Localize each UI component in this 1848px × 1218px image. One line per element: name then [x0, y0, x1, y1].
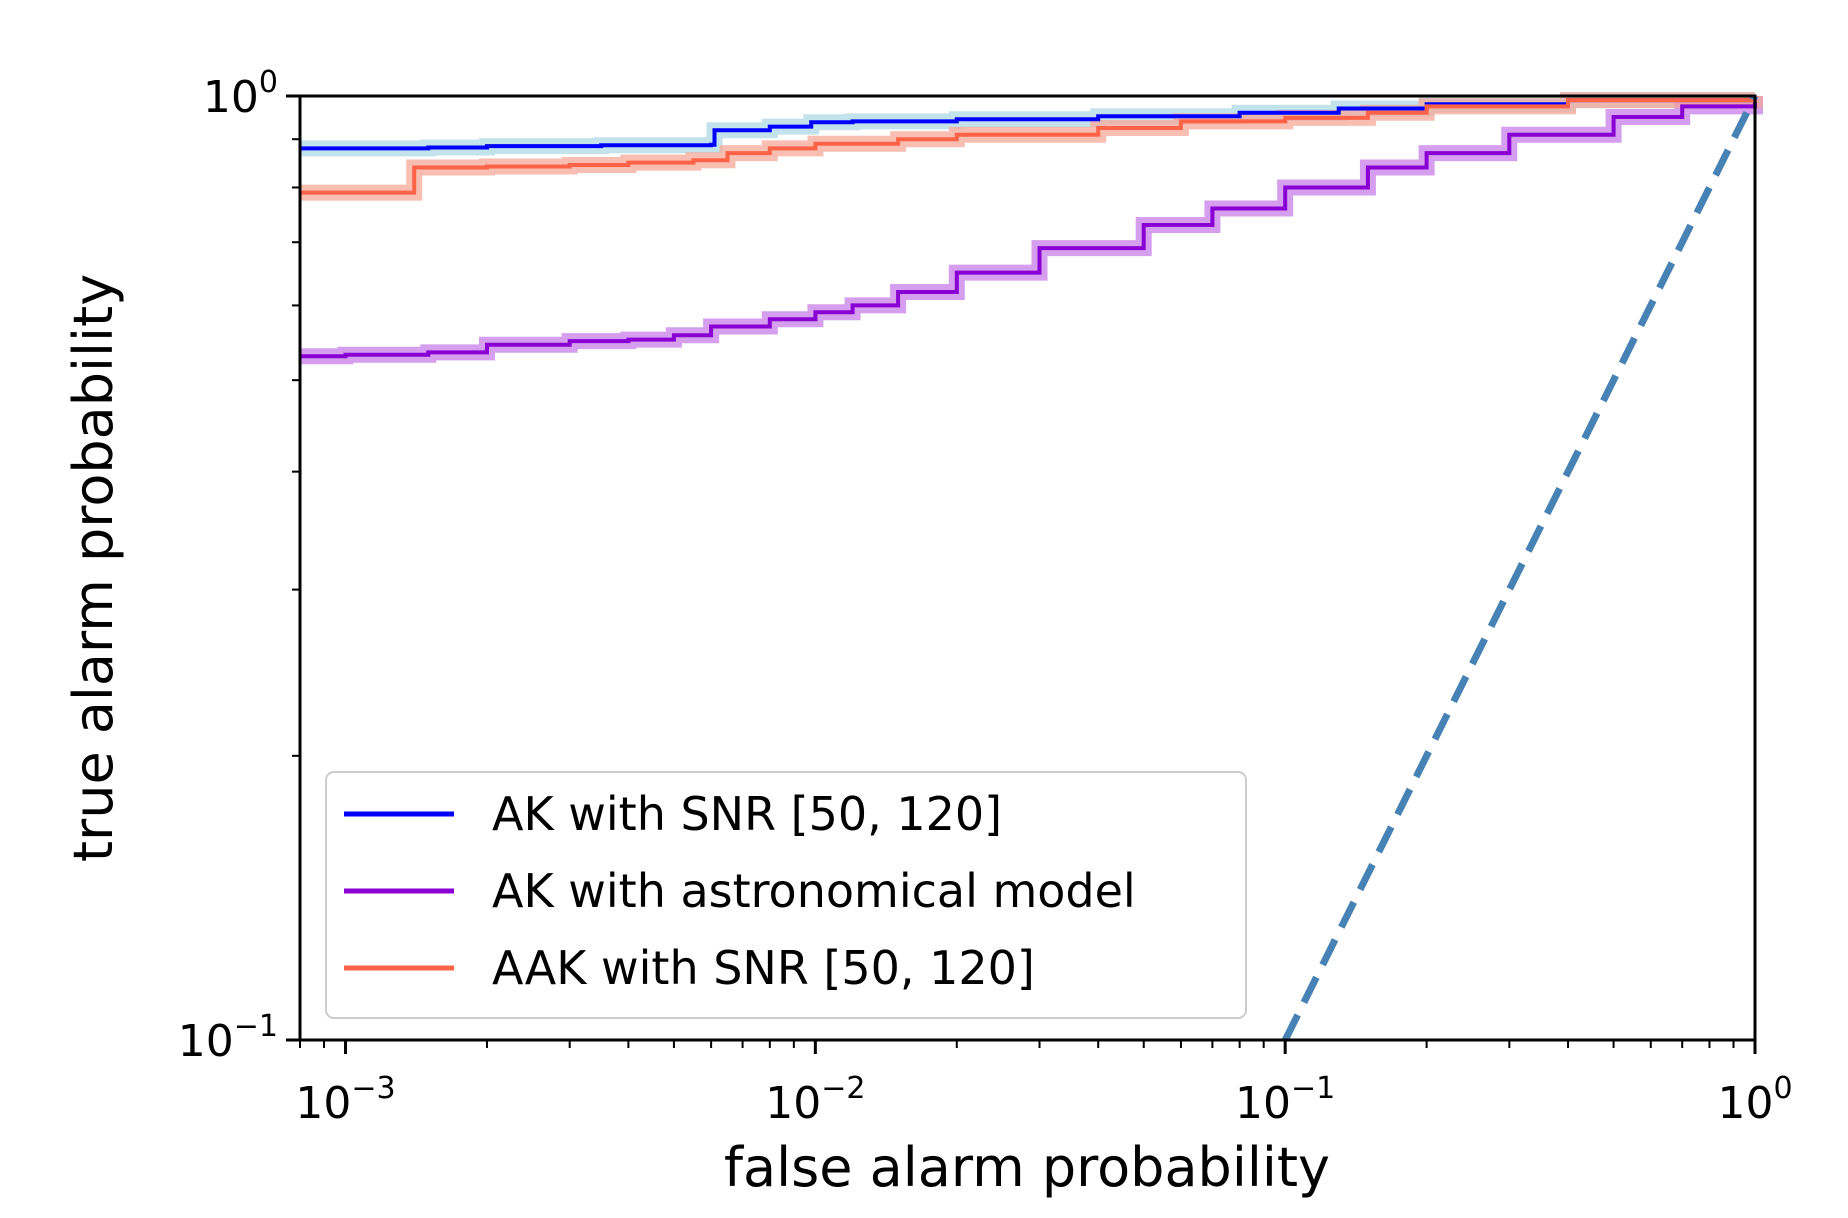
- x-tick-label-0: 10−3: [295, 1071, 395, 1129]
- legend-label-aak-snr: AAK with SNR [50, 120]: [492, 941, 1035, 995]
- legend-box: [325, 771, 1247, 1019]
- y-tick-label-1: 100: [203, 65, 278, 123]
- x-tick-label-3: 100: [1717, 1071, 1792, 1129]
- legend-label-ak-snr: AK with SNR [50, 120]: [492, 787, 1002, 841]
- diagonal-reference-line: [1282, 94, 1759, 1042]
- legend-label-ak-astro: AK with astronomical model: [492, 864, 1136, 918]
- plot-area: [300, 92, 1763, 1042]
- y-axis: 10−1 100: [178, 65, 300, 1067]
- x-axis: 10−3 10−2 10−1 100: [295, 1040, 1793, 1129]
- y-axis-label: true alarm probability: [62, 274, 125, 862]
- x-axis-label: false alarm probability: [724, 1136, 1330, 1199]
- series-line-2: [300, 96, 1757, 195]
- series-line-1: [300, 96, 1757, 359]
- plot-frame: [298, 94, 1757, 1042]
- x-tick-label-1: 10−2: [765, 1071, 865, 1129]
- y-tick-label-0: 10−1: [178, 1009, 278, 1067]
- x-tick-label-2: 10−1: [1235, 1071, 1335, 1129]
- legend: AK with SNR [50, 120] AK with astronomic…: [325, 771, 1247, 1019]
